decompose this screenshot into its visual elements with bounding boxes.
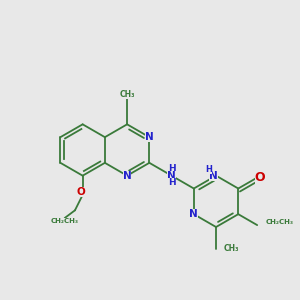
- Text: N: N: [145, 132, 154, 142]
- Text: O: O: [77, 187, 85, 197]
- Text: CH₂CH₃: CH₂CH₃: [266, 219, 294, 225]
- Text: N: N: [189, 209, 198, 219]
- Text: O: O: [255, 171, 265, 184]
- Text: N: N: [209, 171, 218, 181]
- Text: CH₃: CH₃: [223, 244, 239, 253]
- Text: H: H: [168, 178, 176, 187]
- Text: H: H: [206, 166, 212, 175]
- Text: CH₃: CH₃: [119, 90, 135, 99]
- Text: CH₂CH₃: CH₂CH₃: [51, 218, 79, 224]
- Text: N: N: [123, 171, 131, 181]
- Text: N: N: [167, 171, 176, 181]
- Text: H: H: [168, 164, 176, 173]
